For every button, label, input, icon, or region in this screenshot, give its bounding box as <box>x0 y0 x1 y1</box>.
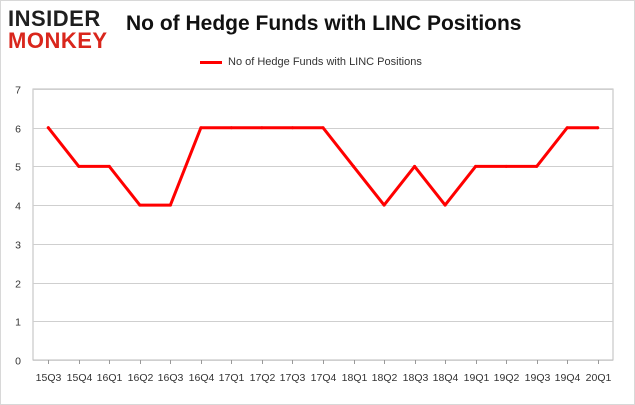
data-point <box>138 203 142 207</box>
x-tick-label: 18Q2 <box>372 372 398 384</box>
data-point <box>77 164 81 168</box>
y-tick-label: 5 <box>15 162 21 174</box>
x-tick-label: 17Q4 <box>311 372 337 384</box>
data-point <box>352 164 355 168</box>
data-point <box>596 126 600 130</box>
y-tick-label: 2 <box>15 279 21 291</box>
x-tick-label: 16Q4 <box>189 372 215 384</box>
y-tick-label: 3 <box>15 240 21 252</box>
y-tick-label: 4 <box>15 201 21 213</box>
y-tick-label: 0 <box>15 356 21 368</box>
x-tick-label: 19Q1 <box>464 372 490 384</box>
y-tick-label: 7 <box>15 85 21 97</box>
logo-line-1: INSIDER <box>8 6 101 31</box>
chart-legend: No of Hedge Funds with LINC Positions <box>200 54 422 70</box>
x-tick-label: 17Q3 <box>280 372 306 384</box>
data-point <box>291 126 294 130</box>
x-tick-label: 15Q4 <box>67 372 93 384</box>
data-point <box>168 203 172 207</box>
x-tick-label: 16Q1 <box>97 372 123 384</box>
data-point <box>474 164 478 168</box>
data-point <box>565 126 569 130</box>
data-point <box>46 126 50 130</box>
data-point <box>535 164 539 168</box>
data-point <box>229 126 233 130</box>
data-point <box>107 164 111 168</box>
legend-label: No of Hedge Funds with LINC Positions <box>228 56 422 68</box>
x-tick-label: 19Q4 <box>555 372 581 384</box>
x-tick-label: 18Q3 <box>403 372 429 384</box>
insider-monkey-logo: INSIDER MONKEY <box>8 6 118 52</box>
data-point <box>199 126 203 130</box>
x-tick-label: 18Q4 <box>433 372 459 384</box>
x-tick-label: 18Q1 <box>342 372 368 384</box>
data-point <box>382 203 386 207</box>
data-point <box>443 203 447 207</box>
y-tick-label: 1 <box>15 317 21 329</box>
x-tick-label: 17Q2 <box>250 372 276 384</box>
x-tick-label: 15Q3 <box>36 372 62 384</box>
x-tick-label: 19Q3 <box>525 372 551 384</box>
data-point <box>260 126 264 130</box>
data-point <box>321 126 325 130</box>
x-tick-label: 20Q1 <box>586 372 612 384</box>
logo-line-2: MONKEY <box>8 28 108 53</box>
chart-title: No of Hedge Funds with LINC Positions <box>126 12 522 35</box>
legend-swatch <box>200 60 222 64</box>
x-tick-label: 19Q2 <box>494 372 520 384</box>
x-tick-label: 16Q3 <box>158 372 184 384</box>
y-tick-label: 6 <box>15 124 21 136</box>
x-tick-label: 16Q2 <box>128 372 154 384</box>
data-point <box>504 164 508 168</box>
data-point <box>413 164 417 168</box>
x-tick-label: 17Q1 <box>219 372 245 384</box>
